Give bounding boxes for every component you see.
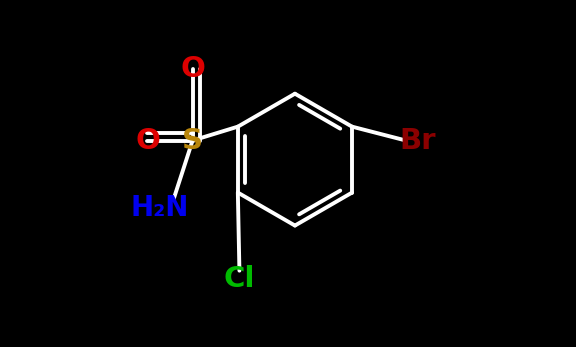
Text: O: O [135,127,160,154]
Text: S: S [182,127,203,154]
Text: O: O [180,56,205,83]
Text: Cl: Cl [223,265,255,293]
Text: H₂N: H₂N [130,194,189,222]
Text: Br: Br [400,127,437,154]
